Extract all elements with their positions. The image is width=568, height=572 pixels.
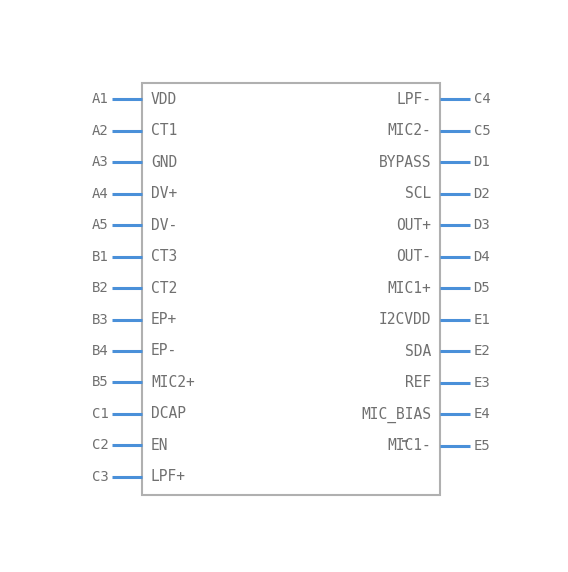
Text: SDA: SDA — [405, 344, 431, 359]
Text: DV+: DV+ — [151, 186, 177, 201]
Text: LPF+: LPF+ — [151, 469, 186, 484]
Text: EN: EN — [151, 438, 169, 453]
Text: B5: B5 — [92, 375, 108, 390]
Text: C5: C5 — [474, 124, 490, 138]
Text: D1: D1 — [474, 156, 490, 169]
Text: A2: A2 — [92, 124, 108, 138]
Text: C4: C4 — [474, 93, 490, 106]
Text: B4: B4 — [92, 344, 108, 358]
Text: CT3: CT3 — [151, 249, 177, 264]
Text: D5: D5 — [474, 281, 490, 296]
Text: D2: D2 — [474, 187, 490, 201]
Text: C3: C3 — [92, 470, 108, 484]
Text: I2CVDD: I2CVDD — [379, 312, 431, 327]
Text: MIC2-: MIC2- — [387, 124, 431, 138]
Text: D3: D3 — [474, 219, 490, 232]
Text: DV-: DV- — [151, 218, 177, 233]
Text: EP+: EP+ — [151, 312, 177, 327]
Text: B1: B1 — [92, 249, 108, 264]
Text: C2: C2 — [92, 438, 108, 452]
Text: OUT+: OUT+ — [396, 218, 431, 233]
Text: E5: E5 — [474, 439, 490, 453]
Text: B3: B3 — [92, 312, 108, 327]
Text: MIC_BIAS: MIC_BIAS — [361, 406, 431, 423]
Text: A4: A4 — [92, 187, 108, 201]
Text: A1: A1 — [92, 93, 108, 106]
Text: A5: A5 — [92, 218, 108, 232]
Text: VDD: VDD — [151, 92, 177, 107]
Bar — [142, 82, 440, 495]
Text: E1: E1 — [474, 313, 490, 327]
Text: DCAP: DCAP — [151, 406, 186, 422]
Text: CT1: CT1 — [151, 124, 177, 138]
Text: MIC1-: MIC1- — [387, 439, 431, 454]
Text: GND: GND — [151, 155, 177, 170]
Text: MIC1+: MIC1+ — [387, 281, 431, 296]
Text: C1: C1 — [92, 407, 108, 421]
Text: REF: REF — [405, 375, 431, 391]
Text: LPF-: LPF- — [396, 92, 431, 107]
Text: EP-: EP- — [151, 343, 177, 359]
Text: MIC2+: MIC2+ — [151, 375, 195, 390]
Text: OUT-: OUT- — [396, 249, 431, 264]
Text: B2: B2 — [92, 281, 108, 295]
Text: A3: A3 — [92, 156, 108, 169]
Text: E2: E2 — [474, 344, 490, 359]
Text: E4: E4 — [474, 407, 490, 422]
Text: D4: D4 — [474, 250, 490, 264]
Text: SCL: SCL — [405, 186, 431, 201]
Text: CT2: CT2 — [151, 281, 177, 296]
Text: BYPASS: BYPASS — [379, 155, 431, 170]
Text: E3: E3 — [474, 376, 490, 390]
